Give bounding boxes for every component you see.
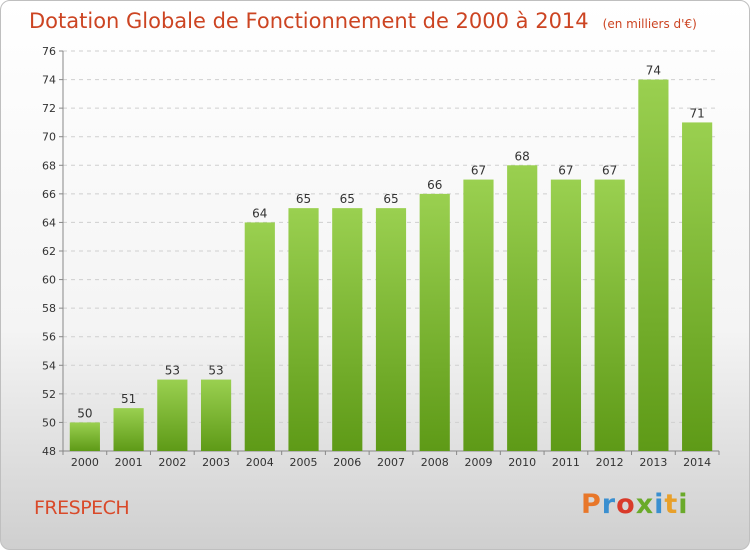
- y-tick-label: 52: [42, 388, 56, 401]
- chart-title: Dotation Globale de Fonctionnement de 20…: [29, 9, 697, 33]
- x-tick-label-2009: 2009: [464, 456, 492, 469]
- bar-2011: [550, 179, 582, 452]
- bar-2010: [507, 165, 538, 452]
- y-tick-label: 70: [42, 131, 56, 144]
- x-tick-label-2006: 2006: [333, 456, 361, 469]
- x-tick-label-2008: 2008: [421, 456, 449, 469]
- bar-2007: [375, 208, 407, 451]
- brand-letter: o: [616, 489, 636, 520]
- brand-letter: P: [581, 489, 602, 520]
- y-tick-label: 68: [42, 159, 56, 172]
- x-tick-label-2014: 2014: [683, 456, 711, 469]
- x-tick-label-2000: 2000: [71, 456, 99, 469]
- value-label-2005: 65: [296, 192, 311, 206]
- bar-2009: [463, 179, 494, 452]
- x-tick-label-2002: 2002: [158, 456, 186, 469]
- value-label-2014: 71: [689, 106, 704, 120]
- value-label-2001: 51: [121, 392, 136, 406]
- y-tick-label: 64: [42, 216, 56, 229]
- bar-2013: [638, 79, 669, 452]
- bar-2002: [157, 379, 188, 451]
- proxiti-logo: Proxiti: [581, 489, 689, 520]
- value-label-2004: 64: [252, 206, 267, 220]
- bar-2001: [113, 408, 144, 451]
- chart-title-text: Dotation Globale de Fonctionnement de 20…: [29, 9, 589, 33]
- bar-2000: [69, 422, 100, 451]
- bar-2004: [244, 222, 275, 451]
- y-tick-label: 48: [42, 445, 56, 458]
- bar-2008: [419, 193, 450, 451]
- bars: [69, 79, 713, 452]
- x-tick-label-2003: 2003: [202, 456, 230, 469]
- y-tick-label: 74: [42, 74, 56, 87]
- x-tick-label-2012: 2012: [596, 456, 624, 469]
- chart-subtitle: (en milliers d'€): [602, 17, 697, 31]
- value-label-2000: 50: [77, 406, 92, 420]
- bar-2005: [288, 208, 319, 451]
- y-axis-ticks: 48 50 52 54 56 58 60 62 64 66 68 70 72 74 76: [42, 45, 63, 458]
- y-tick-label: 58: [42, 302, 56, 315]
- x-axis-ticks: 2000 2001 2002 2003 2004 2005 2006 2007 2008 2009…: [62, 451, 720, 469]
- y-tick-label: 56: [42, 331, 56, 344]
- y-tick-label: 76: [42, 45, 56, 58]
- y-tick-label: 60: [42, 274, 56, 287]
- value-label-2013: 74: [646, 64, 661, 78]
- y-tick-label: 72: [42, 102, 56, 115]
- x-tick-label-2004: 2004: [246, 456, 274, 469]
- brand-letter: i: [678, 489, 689, 520]
- y-tick-label: 54: [42, 359, 56, 372]
- value-label-2011: 67: [558, 164, 573, 178]
- value-label-2008: 66: [427, 178, 442, 192]
- x-tick-label-2001: 2001: [115, 456, 143, 469]
- value-label-2007: 65: [383, 192, 398, 206]
- value-label-2010: 68: [515, 149, 530, 163]
- y-tick-label: 50: [42, 416, 56, 429]
- x-tick-label-2005: 2005: [290, 456, 318, 469]
- commune-name: FRESPECH: [34, 497, 130, 519]
- x-tick-label-2010: 2010: [508, 456, 536, 469]
- brand-letter: t: [664, 489, 679, 520]
- value-label-2006: 65: [340, 192, 355, 206]
- value-labels: 50 51 53 53 64 65 65 65 66 67 68 67 67 74 71: [77, 64, 705, 421]
- value-label-2003: 53: [208, 364, 223, 378]
- value-label-2002: 53: [165, 364, 180, 378]
- brand-letter: r: [601, 489, 617, 520]
- x-tick-label-2007: 2007: [377, 456, 405, 469]
- brand-letter: i: [654, 489, 665, 520]
- x-tick-label-2013: 2013: [639, 456, 667, 469]
- value-label-2009: 67: [471, 164, 486, 178]
- value-label-2012: 67: [602, 164, 617, 178]
- x-tick-label-2011: 2011: [552, 456, 580, 469]
- bar-2006: [332, 208, 363, 451]
- y-tick-label: 66: [42, 188, 56, 201]
- bar-2012: [594, 179, 625, 452]
- brand-letter: x: [635, 489, 655, 520]
- y-tick-label: 62: [42, 245, 56, 258]
- bar-2003: [200, 379, 232, 451]
- bar-2014: [682, 122, 713, 451]
